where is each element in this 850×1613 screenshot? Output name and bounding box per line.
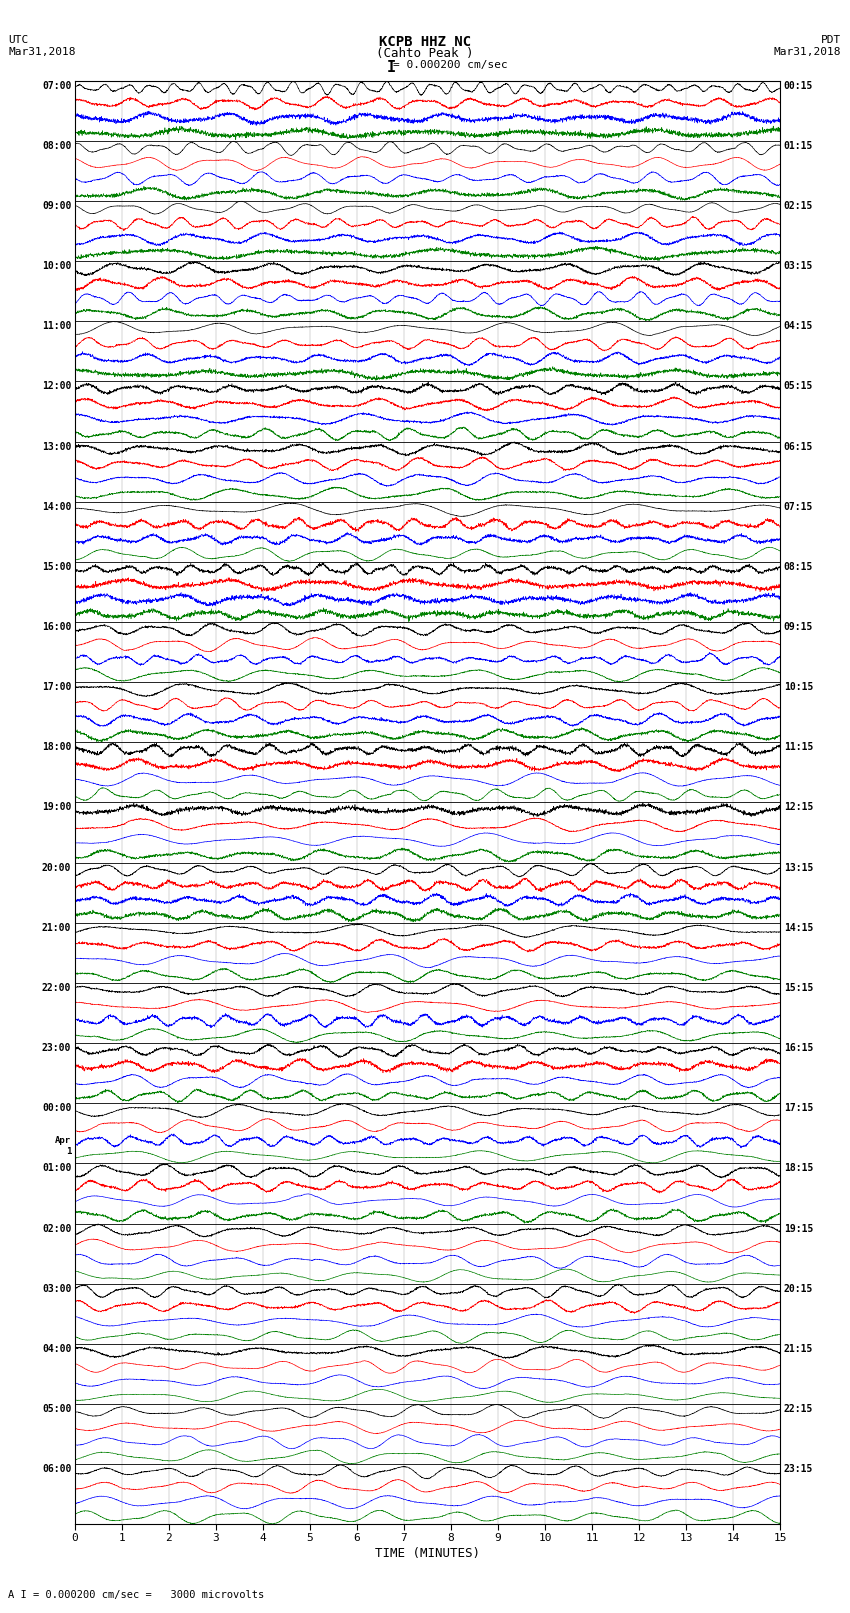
Text: 05:00: 05:00 (42, 1403, 71, 1415)
Text: 00:15: 00:15 (784, 81, 813, 90)
Text: 14:15: 14:15 (784, 923, 813, 932)
Text: 23:00: 23:00 (42, 1044, 71, 1053)
Text: 13:15: 13:15 (784, 863, 813, 873)
Text: 15:00: 15:00 (42, 561, 71, 573)
Text: 06:00: 06:00 (42, 1465, 71, 1474)
Text: PDT: PDT (821, 35, 842, 45)
Text: 18:00: 18:00 (42, 742, 71, 752)
Text: (Cahto Peak ): (Cahto Peak ) (377, 47, 473, 60)
Text: 12:00: 12:00 (42, 381, 71, 392)
Text: 17:15: 17:15 (784, 1103, 813, 1113)
Text: Mar31,2018: Mar31,2018 (774, 47, 842, 56)
Text: 14:00: 14:00 (42, 502, 71, 511)
Text: 23:15: 23:15 (784, 1465, 813, 1474)
Text: 09:15: 09:15 (784, 623, 813, 632)
Text: 15:15: 15:15 (784, 982, 813, 994)
Text: KCPB HHZ NC: KCPB HHZ NC (379, 35, 471, 50)
Text: 09:00: 09:00 (42, 202, 71, 211)
Text: 12:15: 12:15 (784, 803, 813, 813)
Text: 02:15: 02:15 (784, 202, 813, 211)
Text: 21:00: 21:00 (42, 923, 71, 932)
Text: 05:15: 05:15 (784, 381, 813, 392)
Text: 04:15: 04:15 (784, 321, 813, 331)
Text: 21:15: 21:15 (784, 1344, 813, 1353)
Text: 08:15: 08:15 (784, 561, 813, 573)
Text: 06:15: 06:15 (784, 442, 813, 452)
Text: 01:00: 01:00 (42, 1163, 71, 1173)
Text: Mar31,2018: Mar31,2018 (8, 47, 76, 56)
Text: Apr
1: Apr 1 (55, 1136, 71, 1155)
Text: = 0.000200 cm/sec: = 0.000200 cm/sec (393, 60, 507, 69)
Text: 03:15: 03:15 (784, 261, 813, 271)
Text: 16:15: 16:15 (784, 1044, 813, 1053)
Text: 07:15: 07:15 (784, 502, 813, 511)
X-axis label: TIME (MINUTES): TIME (MINUTES) (375, 1547, 480, 1560)
Text: 08:00: 08:00 (42, 140, 71, 150)
Text: 11:00: 11:00 (42, 321, 71, 331)
Text: 11:15: 11:15 (784, 742, 813, 752)
Text: 17:00: 17:00 (42, 682, 71, 692)
Text: 03:00: 03:00 (42, 1284, 71, 1294)
Text: 00:00: 00:00 (42, 1103, 71, 1113)
Text: 10:15: 10:15 (784, 682, 813, 692)
Text: 18:15: 18:15 (784, 1163, 813, 1173)
Text: 01:15: 01:15 (784, 140, 813, 150)
Text: I: I (387, 60, 396, 74)
Text: 22:15: 22:15 (784, 1403, 813, 1415)
Text: 10:00: 10:00 (42, 261, 71, 271)
Text: 04:00: 04:00 (42, 1344, 71, 1353)
Text: 20:15: 20:15 (784, 1284, 813, 1294)
Text: 13:00: 13:00 (42, 442, 71, 452)
Text: 19:00: 19:00 (42, 803, 71, 813)
Text: 22:00: 22:00 (42, 982, 71, 994)
Text: 16:00: 16:00 (42, 623, 71, 632)
Text: UTC: UTC (8, 35, 29, 45)
Text: 02:00: 02:00 (42, 1224, 71, 1234)
Text: 19:15: 19:15 (784, 1224, 813, 1234)
Text: 20:00: 20:00 (42, 863, 71, 873)
Text: A I = 0.000200 cm/sec =   3000 microvolts: A I = 0.000200 cm/sec = 3000 microvolts (8, 1590, 264, 1600)
Text: 07:00: 07:00 (42, 81, 71, 90)
